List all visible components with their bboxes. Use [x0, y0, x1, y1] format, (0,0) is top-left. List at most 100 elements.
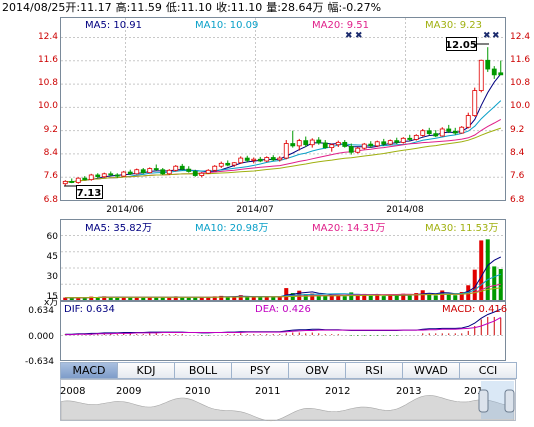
volume-bar — [173, 296, 178, 300]
volume-bar — [310, 293, 315, 300]
candle-body — [108, 173, 114, 176]
volume-bar — [225, 297, 230, 300]
price-y-tick-left: 6.8 — [44, 195, 59, 205]
price-y-tick-right: 8.4 — [510, 148, 525, 158]
volume-bar — [394, 295, 399, 300]
candle-body — [82, 177, 88, 181]
price-y-tick-left: 10.0 — [38, 101, 58, 111]
candle-body — [238, 157, 244, 164]
price-ma30-line — [65, 127, 501, 183]
macd-legend-dif: DIF: 0.634 — [64, 304, 115, 315]
macd-dea-line — [65, 316, 502, 336]
volume-bar — [180, 297, 185, 300]
macd-y-tick: -0.634 — [25, 357, 54, 367]
volume-unit: x万 — [44, 298, 58, 308]
header-volume-label: 量 — [266, 1, 277, 14]
volume-bar — [115, 297, 120, 300]
price-x-axis: 2014/06 2014/07 2014/08 — [106, 205, 424, 215]
candle-body — [244, 157, 250, 161]
overview-navigator[interactable]: 2008 2009 2010 2011 2012 2013 201 — [60, 379, 516, 422]
candle-body — [374, 141, 380, 147]
volume-bar — [63, 297, 68, 300]
price-y-tick-left: 9.2 — [44, 125, 58, 135]
overview-year: 2010 — [185, 386, 210, 397]
candle-body — [127, 171, 133, 175]
price-y-axis: 12.4 11.6 10.8 10.0 9.2 8.4 7.6 6.8 12.4… — [38, 32, 530, 205]
volume-bar — [362, 293, 367, 300]
candle-body — [400, 137, 406, 143]
price-y-tick-left: 7.6 — [44, 171, 59, 181]
volume-bar — [89, 296, 94, 300]
volume-bar — [336, 294, 341, 300]
overview-year: 2013 — [396, 386, 421, 397]
volume-bar — [128, 297, 133, 300]
event-marker-icon: ✖ — [483, 31, 491, 41]
candle-body — [69, 180, 75, 183]
candle-body — [205, 169, 211, 174]
candle-body — [465, 115, 471, 128]
tab-obv[interactable]: OBV — [288, 362, 346, 379]
volume-bar — [381, 296, 386, 300]
volume-bar — [342, 296, 347, 300]
tab-rsi[interactable]: RSI — [345, 362, 403, 379]
volume-y-tick: 60 — [47, 232, 59, 242]
tab-psy[interactable]: PSY — [231, 362, 289, 379]
candle-body — [95, 174, 101, 178]
candle-body — [387, 140, 393, 145]
event-marker-icon: ✖ — [492, 31, 500, 41]
candle-body — [459, 126, 465, 134]
candle-body — [264, 157, 270, 162]
volume-y-tick: 15 — [47, 292, 58, 302]
volume-y-tick: 30 — [47, 272, 59, 282]
candle-body — [101, 173, 107, 178]
volume-bar — [219, 295, 224, 300]
candle-body — [283, 143, 289, 159]
price-panel — [60, 17, 506, 201]
header-close-value: 11.10 — [231, 1, 263, 14]
volume-bar — [427, 293, 432, 300]
price-x-tick: 2014/07 — [236, 205, 273, 215]
overview-right-handle[interactable] — [504, 389, 515, 413]
candle-body — [121, 171, 127, 177]
header-low-value: 11.10 — [181, 1, 213, 14]
indicator-tabs: MACD KDJ BOLL PSY OBV RSI WVAD CCI — [60, 362, 517, 379]
volume-bar — [349, 292, 354, 300]
tab-wvad[interactable]: WVAD — [402, 362, 460, 379]
candle-body — [199, 172, 205, 176]
volume-legend-ma20: MA20: 14.31万 — [312, 223, 385, 234]
candle-body — [485, 59, 491, 70]
candle-body — [192, 171, 198, 176]
event-markers: ✖ ✖ ✖ ✖ — [345, 31, 500, 41]
overview-year: 2008 — [60, 386, 85, 397]
header-open-label: 开 — [65, 1, 76, 14]
price-y-tick-left: 10.8 — [38, 78, 58, 88]
price-y-tick-right: 11.6 — [510, 55, 530, 65]
tab-boll[interactable]: BOLL — [174, 362, 232, 379]
candle-body — [316, 139, 322, 144]
tab-kdj[interactable]: KDJ — [117, 362, 175, 379]
overview-left-handle[interactable] — [478, 389, 489, 413]
tab-cci[interactable]: CCI — [459, 362, 517, 379]
event-marker-icon: ✖ — [355, 31, 363, 41]
candle-body — [342, 141, 348, 147]
candle-body — [225, 162, 231, 166]
candle-body — [498, 72, 504, 76]
tab-macd[interactable]: MACD — [60, 362, 118, 379]
volume-bar — [401, 293, 406, 300]
header-open-value: 11.17 — [80, 1, 112, 14]
volume-bar — [251, 296, 256, 300]
header-date: 2014/08/25 — [2, 1, 65, 14]
volume-grid — [61, 235, 505, 285]
candle-body — [251, 158, 257, 161]
candle-body — [368, 143, 374, 147]
volume-bar — [264, 296, 269, 300]
volume-bar — [368, 295, 373, 300]
candle-body — [335, 141, 341, 146]
candle-body — [420, 130, 426, 136]
candle-body — [439, 128, 445, 137]
candle-body — [75, 177, 81, 183]
candle-body — [478, 59, 484, 91]
volume-bar — [212, 296, 217, 300]
volume-bar — [271, 297, 276, 300]
volume-bar — [492, 266, 497, 300]
